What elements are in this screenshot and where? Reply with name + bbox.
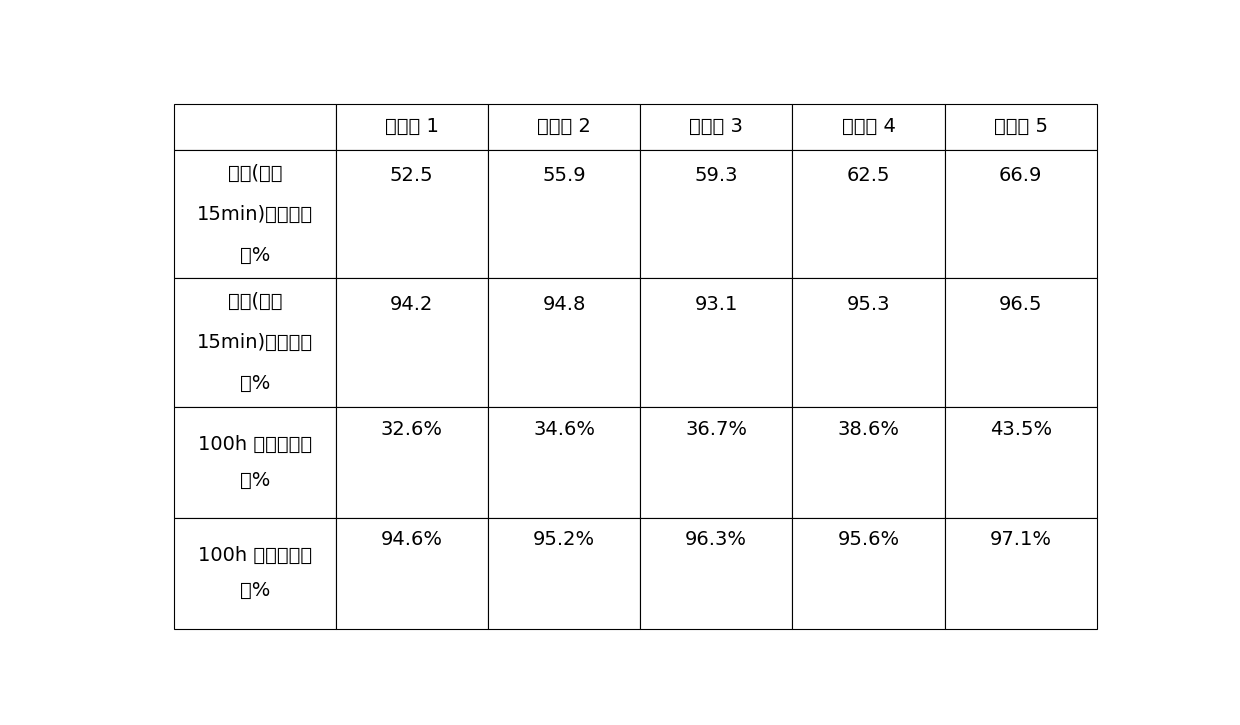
Bar [640,407,792,518]
Bar [945,104,1096,150]
Text: 实施例 2: 实施例 2 [537,117,591,136]
Text: 15min)丙烷转化: 15min)丙烷转化 [197,204,312,224]
Bar [174,407,336,518]
Text: 96.3%: 96.3% [686,531,748,550]
Bar [640,104,792,150]
Bar [487,104,640,150]
Text: 95.3: 95.3 [847,294,890,314]
Bar [640,150,792,278]
Text: 率%: 率% [239,471,270,489]
Bar [792,104,945,150]
Text: 97.1%: 97.1% [990,531,1052,550]
Bar [487,278,640,407]
Text: 实施例 5: 实施例 5 [993,117,1048,136]
Text: 94.6%: 94.6% [381,531,443,550]
Bar [792,150,945,278]
Text: 95.2%: 95.2% [533,531,595,550]
Text: 43.5%: 43.5% [990,420,1052,439]
Text: 初始(反应: 初始(反应 [228,292,283,311]
Text: 62.5: 62.5 [847,166,890,185]
Bar [336,518,487,629]
Bar [487,407,640,518]
Bar [174,150,336,278]
Text: 率%: 率% [239,246,270,265]
Bar [945,518,1096,629]
Text: 95.6%: 95.6% [837,531,899,550]
Text: 59.3: 59.3 [694,166,738,185]
Bar [336,278,487,407]
Bar [945,278,1096,407]
Text: 性%: 性% [239,581,270,600]
Text: 32.6%: 32.6% [381,420,443,439]
Bar [792,518,945,629]
Bar [640,518,792,629]
Bar [640,278,792,407]
Bar [487,150,640,278]
Text: 94.2: 94.2 [391,294,434,314]
Text: 性%: 性% [239,374,270,394]
Text: 38.6%: 38.6% [837,420,899,439]
Text: 初始(反应: 初始(反应 [228,164,283,183]
Bar [945,150,1096,278]
Bar [792,278,945,407]
Bar [487,518,640,629]
Bar [792,407,945,518]
Text: 34.6%: 34.6% [533,420,595,439]
Text: 52.5: 52.5 [389,166,434,185]
Text: 实施例 3: 实施例 3 [689,117,743,136]
Text: 实施例 4: 实施例 4 [842,117,895,136]
Text: 15min)丙烯选择: 15min)丙烯选择 [197,334,312,352]
Text: 实施例 1: 实施例 1 [384,117,439,136]
Text: 100h 后丙烷转化: 100h 后丙烷转化 [198,435,312,454]
Bar [336,407,487,518]
Text: 55.9: 55.9 [542,166,585,185]
Text: 66.9: 66.9 [999,166,1043,185]
Bar [336,150,487,278]
Bar [174,278,336,407]
Bar [174,104,336,150]
Text: 94.8: 94.8 [542,294,585,314]
Text: 93.1: 93.1 [694,294,738,314]
Text: 100h 后丙烯选择: 100h 后丙烯选择 [198,546,312,565]
Text: 96.5: 96.5 [999,294,1043,314]
Text: 36.7%: 36.7% [686,420,748,439]
Bar [945,407,1096,518]
Bar [174,518,336,629]
Bar [336,104,487,150]
